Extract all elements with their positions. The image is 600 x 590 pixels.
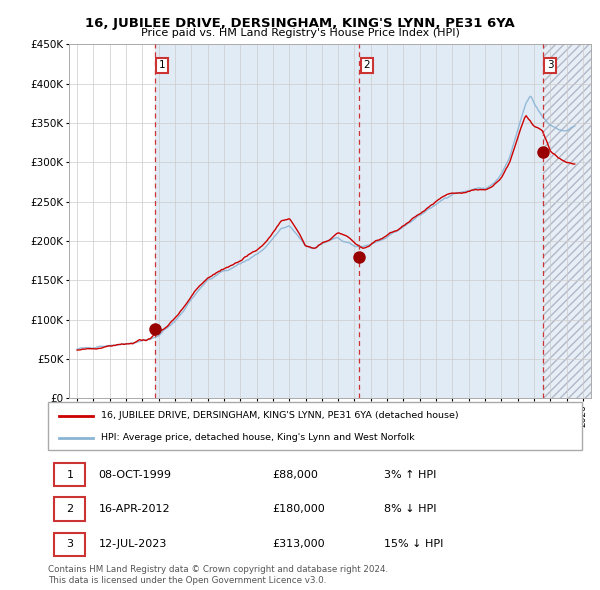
Text: 3: 3 [67, 539, 73, 549]
Text: 1: 1 [67, 470, 73, 480]
Text: 2: 2 [363, 60, 370, 70]
Bar [155, 44, 359, 398]
FancyBboxPatch shape [55, 497, 85, 521]
Bar [359, 44, 543, 398]
Text: Contains HM Land Registry data © Crown copyright and database right 2024.
This d: Contains HM Land Registry data © Crown c… [48, 565, 388, 585]
Text: 8% ↓ HPI: 8% ↓ HPI [385, 504, 437, 514]
Text: 1: 1 [159, 60, 166, 70]
Bar [543, 44, 591, 398]
Bar [69, 44, 155, 398]
Bar [543, 44, 591, 398]
Text: Price paid vs. HM Land Registry's House Price Index (HPI): Price paid vs. HM Land Registry's House … [140, 28, 460, 38]
FancyBboxPatch shape [55, 463, 85, 486]
Text: £180,000: £180,000 [272, 504, 325, 514]
Text: HPI: Average price, detached house, King's Lynn and West Norfolk: HPI: Average price, detached house, King… [101, 433, 415, 442]
Text: 2: 2 [67, 504, 73, 514]
Text: 3: 3 [547, 60, 553, 70]
Text: £313,000: £313,000 [272, 539, 325, 549]
FancyBboxPatch shape [55, 533, 85, 556]
Text: 15% ↓ HPI: 15% ↓ HPI [385, 539, 444, 549]
Text: 16-APR-2012: 16-APR-2012 [99, 504, 170, 514]
Text: 3% ↑ HPI: 3% ↑ HPI [385, 470, 437, 480]
Text: 12-JUL-2023: 12-JUL-2023 [99, 539, 167, 549]
Text: £88,000: £88,000 [272, 470, 318, 480]
Text: 16, JUBILEE DRIVE, DERSINGHAM, KING'S LYNN, PE31 6YA: 16, JUBILEE DRIVE, DERSINGHAM, KING'S LY… [85, 17, 515, 30]
Text: 16, JUBILEE DRIVE, DERSINGHAM, KING'S LYNN, PE31 6YA (detached house): 16, JUBILEE DRIVE, DERSINGHAM, KING'S LY… [101, 411, 459, 420]
Text: 08-OCT-1999: 08-OCT-1999 [99, 470, 172, 480]
